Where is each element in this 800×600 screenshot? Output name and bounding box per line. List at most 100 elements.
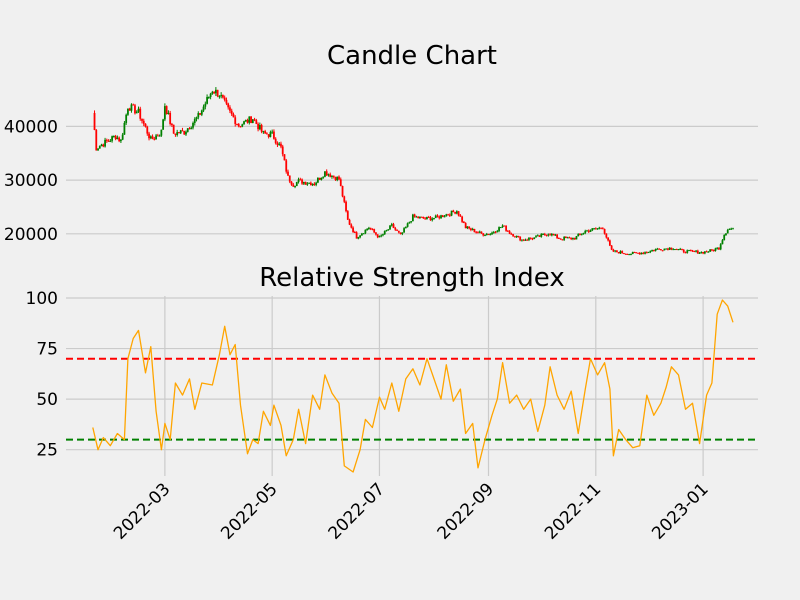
candle-body xyxy=(642,252,645,254)
rsi-chart-title: Relative Strength Index xyxy=(259,263,564,293)
candle-body xyxy=(524,239,527,241)
candle-body xyxy=(649,250,652,253)
candle-body xyxy=(475,232,478,234)
candle-body xyxy=(394,228,397,230)
candle-body xyxy=(424,218,427,220)
candle-body xyxy=(652,250,655,252)
candle-body xyxy=(309,182,312,186)
candle-body xyxy=(111,136,114,141)
candle-body xyxy=(250,116,252,124)
candle-body xyxy=(100,144,103,147)
candle-body xyxy=(413,214,416,217)
candle-body xyxy=(565,237,567,239)
candle-body xyxy=(302,181,305,184)
candle-body xyxy=(517,235,520,237)
candle-body xyxy=(478,231,481,233)
candle-body xyxy=(434,215,437,219)
candle-body xyxy=(332,175,335,177)
candle-body xyxy=(406,223,409,227)
candle-body xyxy=(276,143,279,145)
candle-body xyxy=(273,131,275,139)
candle-body xyxy=(695,250,697,252)
candle-body xyxy=(505,225,508,231)
candle-body xyxy=(304,181,307,185)
candle-body xyxy=(229,107,231,111)
candle-body xyxy=(162,119,165,130)
candle-body xyxy=(183,130,186,135)
candle-body xyxy=(454,211,456,214)
candle-body xyxy=(549,234,551,236)
candle-body xyxy=(550,233,553,236)
candle-body xyxy=(253,119,256,121)
candle-body xyxy=(408,222,411,224)
candle-body xyxy=(572,237,574,240)
candle-body xyxy=(684,252,687,254)
rsi-y-tick-label: 25 xyxy=(36,441,58,461)
candle-body xyxy=(443,216,446,218)
candle-body xyxy=(614,250,617,252)
candle-body xyxy=(362,233,365,235)
candle-body xyxy=(331,175,333,177)
candle-body xyxy=(656,248,659,250)
candle-body xyxy=(396,229,398,231)
candle-body xyxy=(547,234,550,236)
candle-body xyxy=(417,216,420,219)
candle-body xyxy=(438,216,441,219)
candle-body xyxy=(529,237,532,239)
candle-body xyxy=(264,131,267,134)
candle-body xyxy=(141,118,143,121)
candle-body xyxy=(528,237,530,240)
candle-body xyxy=(385,230,388,232)
candle-body xyxy=(151,136,154,139)
candle-body xyxy=(285,160,288,172)
candle-body xyxy=(334,176,337,181)
candle-body xyxy=(552,233,555,236)
candle-body xyxy=(130,104,133,111)
candle-body xyxy=(703,251,706,254)
candle-body xyxy=(672,249,675,251)
candle-body xyxy=(601,228,604,230)
candle-body xyxy=(693,250,696,252)
candle-body xyxy=(522,239,525,241)
candle-body xyxy=(220,95,223,97)
candle-body xyxy=(158,135,161,137)
candle-body xyxy=(98,146,101,149)
candle-body xyxy=(580,234,583,236)
candle-body xyxy=(440,215,442,219)
candle-body xyxy=(355,232,358,239)
candle-body xyxy=(199,113,201,115)
candle-body xyxy=(543,234,546,236)
candle-body xyxy=(494,232,497,234)
candle-body xyxy=(712,250,715,252)
candle-body xyxy=(559,238,562,240)
candle-body xyxy=(674,249,676,251)
candle-body xyxy=(345,201,347,212)
candle-body xyxy=(450,210,453,216)
candle-body xyxy=(209,93,212,97)
candle-body xyxy=(630,254,632,256)
candle-body xyxy=(313,183,316,185)
candle-body xyxy=(723,235,726,241)
candle-body xyxy=(647,252,650,254)
candle-body xyxy=(353,232,356,234)
candle-body xyxy=(682,249,685,253)
candle-body xyxy=(290,181,293,185)
candle-body xyxy=(603,229,606,234)
candle-body xyxy=(244,119,247,122)
candle-body xyxy=(222,95,224,98)
candle-body xyxy=(561,239,564,241)
candle-body xyxy=(637,252,639,254)
candle-body xyxy=(257,123,259,130)
candle-y-tick-label: 30000 xyxy=(4,171,58,191)
candle-body xyxy=(498,227,500,231)
candle-body xyxy=(651,250,653,252)
candle-body xyxy=(297,179,300,183)
candle-body xyxy=(223,97,226,100)
candle-body xyxy=(336,176,339,181)
candle-body xyxy=(484,235,486,237)
candle-body xyxy=(540,234,543,237)
rsi-y-tick-label: 100 xyxy=(26,289,58,309)
candle-body xyxy=(477,232,479,234)
candle-body xyxy=(610,245,613,250)
candle-body xyxy=(441,215,444,218)
